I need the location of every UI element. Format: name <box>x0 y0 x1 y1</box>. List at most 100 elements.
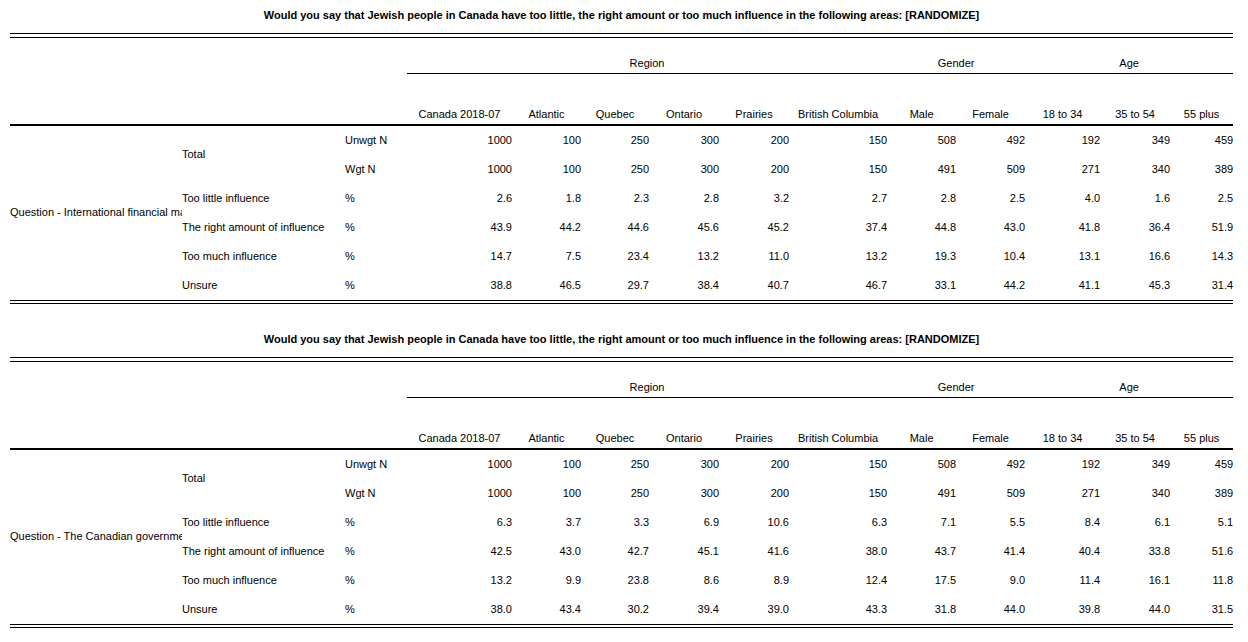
value-cell: 271 <box>1025 479 1100 508</box>
value-cell: 389 <box>1170 479 1233 508</box>
row-label: Too much influence <box>182 242 345 271</box>
column-header-british-columbia: British Columbia <box>789 397 887 449</box>
stat-label: % <box>345 508 407 537</box>
value-cell: 509 <box>956 155 1025 184</box>
table-row: Unsure % 38.0 43.4 30.2 39.4 39.0 43.3 3… <box>10 595 1233 624</box>
value-cell: 300 <box>649 449 719 479</box>
column-header-atlantic: Atlantic <box>512 73 581 125</box>
column-header-18-34: 18 to 34 <box>1025 73 1100 125</box>
value-cell: 45.6 <box>649 213 719 242</box>
value-cell: 508 <box>887 449 956 479</box>
value-cell: 271 <box>1025 155 1100 184</box>
stat-label: % <box>345 271 407 300</box>
column-header-row: Canada 2018-07 Atlantic Quebec Ontario P… <box>10 73 1233 125</box>
table-row: Too little influence % 2.6 1.8 2.3 2.8 3… <box>10 184 1233 213</box>
value-cell: 192 <box>1025 125 1100 155</box>
column-header-ontario: Ontario <box>649 73 719 125</box>
value-cell: 38.8 <box>407 271 512 300</box>
stat-label: % <box>345 566 407 595</box>
value-cell: 51.9 <box>1170 213 1233 242</box>
value-cell: 38.0 <box>407 595 512 624</box>
value-cell: 42.5 <box>407 537 512 566</box>
value-cell: 491 <box>887 155 956 184</box>
value-cell: 300 <box>649 479 719 508</box>
value-cell: 38.4 <box>649 271 719 300</box>
value-cell: 5.5 <box>956 508 1025 537</box>
row-label: Unsure <box>182 271 345 300</box>
value-cell: 3.7 <box>512 508 581 537</box>
value-cell: 100 <box>512 125 581 155</box>
row-label: Too much influence <box>182 566 345 595</box>
value-cell: 2.8 <box>649 184 719 213</box>
value-cell: 2.5 <box>1170 184 1233 213</box>
value-cell: 250 <box>581 155 649 184</box>
value-cell: 41.4 <box>956 537 1025 566</box>
value-cell: 1.8 <box>512 184 581 213</box>
value-cell: 44.0 <box>1100 595 1170 624</box>
table-row: The right amount of influence % 43.9 44.… <box>10 213 1233 242</box>
stat-label: % <box>345 213 407 242</box>
value-cell: 10.6 <box>719 508 789 537</box>
value-cell: 6.1 <box>1100 508 1170 537</box>
value-cell: 492 <box>956 449 1025 479</box>
row-label: The right amount of influence <box>182 537 345 566</box>
value-cell: 13.2 <box>649 242 719 271</box>
value-cell: 6.3 <box>789 508 887 537</box>
value-cell: 389 <box>1170 155 1233 184</box>
column-group-age: Age <box>1025 38 1233 74</box>
row-label: Unsure <box>182 595 345 624</box>
value-cell: 2.5 <box>956 184 1025 213</box>
table-row: Unsure % 38.8 46.5 29.7 38.4 40.7 46.7 3… <box>10 271 1233 300</box>
value-cell: 459 <box>1170 125 1233 155</box>
spanner-stub <box>10 362 407 398</box>
value-cell: 2.6 <box>407 184 512 213</box>
value-cell: 1000 <box>407 125 512 155</box>
value-cell: 45.2 <box>719 213 789 242</box>
value-cell: 9.0 <box>956 566 1025 595</box>
value-cell: 509 <box>956 479 1025 508</box>
crosstab-table: Region Gender Age Canada 2018-07 Atlanti… <box>10 362 1233 624</box>
value-cell: 41.6 <box>719 537 789 566</box>
table-title: Would you say that Jewish people in Cana… <box>10 333 1233 346</box>
value-cell: 1000 <box>407 449 512 479</box>
value-cell: 250 <box>581 449 649 479</box>
value-cell: 39.4 <box>649 595 719 624</box>
value-cell: 2.3 <box>581 184 649 213</box>
column-header-canada: Canada 2018-07 <box>407 73 512 125</box>
value-cell: 41.1 <box>1025 271 1100 300</box>
value-cell: 13.1 <box>1025 242 1100 271</box>
stat-label: Wgt N <box>345 155 407 184</box>
column-header-quebec: Quebec <box>581 73 649 125</box>
column-group-age: Age <box>1025 362 1233 398</box>
value-cell: 10.4 <box>956 242 1025 271</box>
value-cell: 40.7 <box>719 271 789 300</box>
value-cell: 6.9 <box>649 508 719 537</box>
header-stub <box>10 73 407 125</box>
column-header-male: Male <box>887 73 956 125</box>
value-cell: 19.3 <box>887 242 956 271</box>
column-header-british-columbia: British Columbia <box>789 73 887 125</box>
value-cell: 492 <box>956 125 1025 155</box>
column-header-prairies: Prairies <box>719 73 789 125</box>
value-cell: 45.1 <box>649 537 719 566</box>
value-cell: 16.1 <box>1100 566 1170 595</box>
value-cell: 200 <box>719 155 789 184</box>
value-cell: 340 <box>1100 155 1170 184</box>
column-group-region: Region <box>407 362 887 398</box>
value-cell: 33.1 <box>887 271 956 300</box>
spanner-stub <box>10 38 407 74</box>
column-group-gender: Gender <box>887 362 1025 398</box>
value-cell: 44.0 <box>956 595 1025 624</box>
value-cell: 11.8 <box>1170 566 1233 595</box>
value-cell: 43.7 <box>887 537 956 566</box>
value-cell: 38.0 <box>789 537 887 566</box>
table-row: Too little influence % 6.3 3.7 3.3 6.9 1… <box>10 508 1233 537</box>
value-cell: 30.2 <box>581 595 649 624</box>
value-cell: 13.2 <box>789 242 887 271</box>
value-cell: 23.8 <box>581 566 649 595</box>
value-cell: 4.0 <box>1025 184 1100 213</box>
value-cell: 150 <box>789 155 887 184</box>
value-cell: 40.4 <box>1025 537 1100 566</box>
bottom-double-rule <box>10 300 1233 305</box>
value-cell: 11.0 <box>719 242 789 271</box>
